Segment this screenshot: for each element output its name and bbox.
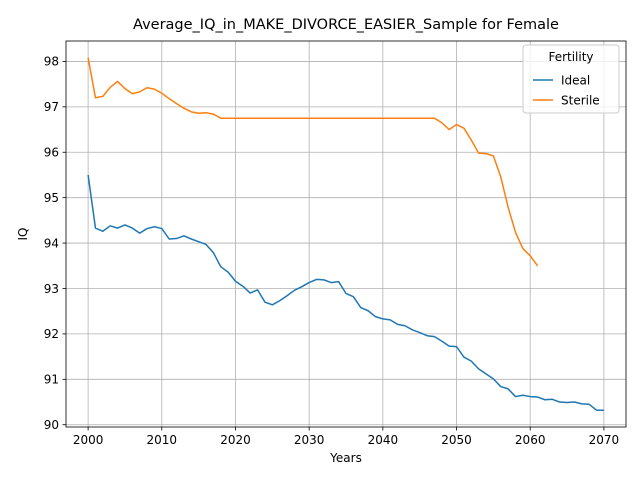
y-tick-label: 98 [44, 55, 59, 69]
x-tick-label: 2070 [589, 433, 620, 447]
x-tick-label: 2020 [220, 433, 251, 447]
series-lines [87, 57, 604, 411]
legend-label-sterile: Sterile [561, 93, 600, 107]
x-tick-label: 2000 [73, 433, 104, 447]
y-tick-label: 95 [44, 191, 59, 205]
x-tick-label: 2050 [441, 433, 472, 447]
plot-frame [65, 40, 627, 428]
x-axis-label: Years [329, 451, 362, 465]
y-tick-label: 91 [44, 373, 59, 387]
legend: Fertility Ideal Sterile [522, 44, 620, 114]
y-tick-label: 96 [44, 146, 59, 160]
legend-title: Fertility [548, 50, 593, 64]
legend-label-ideal: Ideal [561, 73, 590, 87]
legend-box [522, 44, 620, 114]
y-tick-label: 97 [44, 100, 59, 114]
grid-lines [66, 41, 626, 427]
y-axis-label: IQ [16, 228, 30, 241]
x-tick-label: 2060 [515, 433, 546, 447]
series-line-sterile [87, 57, 539, 267]
axis-ticks: 2000 2010 2020 2030 2040 2050 2060 2070 90 91 92 93… [44, 55, 619, 447]
x-tick-label: 2030 [294, 433, 325, 447]
x-tick-label: 2010 [147, 433, 178, 447]
y-tick-label: 94 [44, 236, 59, 250]
y-tick-label: 93 [44, 282, 59, 296]
y-tick-label: 92 [44, 327, 59, 341]
chart-title: Average_IQ_in_MAKE_DIVORCE_EASIER_Sample… [133, 17, 559, 33]
y-tick-label: 90 [44, 418, 59, 432]
series-line-ideal [87, 174, 604, 411]
x-tick-label: 2040 [368, 433, 399, 447]
